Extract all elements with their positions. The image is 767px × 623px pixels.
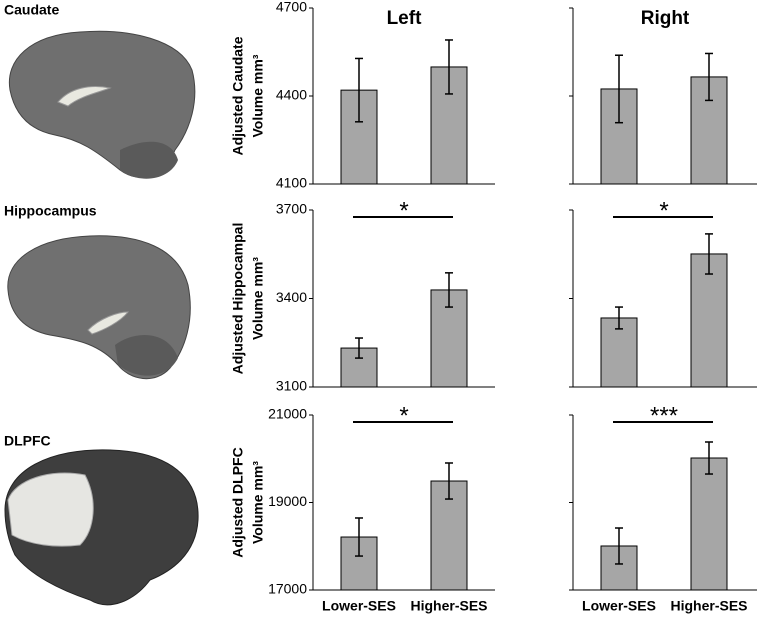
error-bar [705, 52, 713, 102]
error-bar [705, 441, 713, 475]
significance-label: *** [650, 402, 678, 429]
y-tick-label: 3100 [276, 378, 307, 394]
y-tick-label: 3700 [276, 201, 307, 217]
y-axis-label: Volume mm³ [250, 54, 266, 137]
hippocampus-brain-image [7, 235, 191, 380]
y-tick-label: 4100 [276, 175, 307, 191]
significance-label: * [399, 197, 408, 224]
y-tick-label: 4700 [276, 0, 307, 15]
error-bar [445, 272, 453, 308]
x-tick-label: Higher-SES [670, 598, 747, 614]
error-bar [615, 306, 623, 330]
error-bar [705, 233, 713, 275]
y-axis-label: Adjusted Hippocampal [230, 223, 246, 375]
y-axis-label: Adjusted DLPFC [230, 447, 246, 557]
bar [690, 253, 728, 388]
y-tick-label: 3400 [276, 289, 307, 305]
y-tick-label: 4400 [276, 87, 307, 103]
significance-label: * [659, 197, 668, 224]
significance-label: * [399, 402, 408, 429]
error-bar [615, 54, 623, 124]
error-bar [445, 39, 453, 95]
y-axis-label: Volume mm³ [250, 461, 266, 544]
y-axis-label: Adjusted Caudate [230, 36, 246, 155]
error-bar [445, 462, 453, 500]
error-bar [355, 337, 363, 359]
region-label: Hippocampus [4, 203, 97, 219]
y-tick-label: 17000 [268, 581, 307, 597]
caudate-brain-image [8, 30, 196, 179]
x-tick-label: Lower-SES [582, 598, 656, 614]
y-tick-label: 21000 [268, 406, 307, 422]
bar [690, 457, 728, 591]
bar [600, 88, 638, 185]
dlpfc-brain-image [4, 449, 199, 606]
x-tick-label: Higher-SES [410, 598, 487, 614]
error-bar [615, 527, 623, 565]
x-tick-label: Lower-SES [322, 598, 396, 614]
column-title: Right [641, 8, 690, 29]
column-title: Left [387, 8, 423, 29]
region-label: Caudate [4, 2, 59, 18]
y-tick-label: 19000 [268, 493, 307, 509]
error-bar [355, 517, 363, 557]
region-label: DLPFC [4, 433, 51, 449]
y-axis-label: Volume mm³ [250, 257, 266, 340]
error-bar [355, 57, 363, 123]
